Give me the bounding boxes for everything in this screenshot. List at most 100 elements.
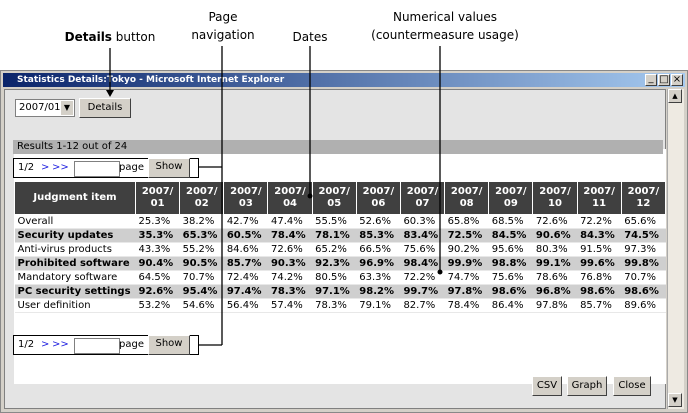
value-cell: 79.1% [356, 298, 401, 313]
title-bar: Statistics Details:Tokyo - Microsoft Int… [3, 73, 685, 87]
value-cell: 78.4% [444, 298, 489, 313]
close-window[interactable]: × [671, 74, 683, 86]
month-header: 2007/08 [444, 181, 490, 215]
page-nav-annotation: Page navigation [191, 10, 255, 42]
value-cell: 47.4% [267, 214, 313, 229]
table-row: User definition 53.2% 54.6% 56.4% 57.4% 78.3%… [14, 298, 666, 313]
value-cell: 78.6% [532, 270, 578, 285]
value-cell: 78.1% [312, 228, 357, 243]
value-cell: 92.3% [312, 256, 357, 271]
value-cell: 43.3% [135, 242, 180, 257]
month-header: 2007/05 [311, 181, 357, 215]
footer-button[interactable]: CSV [532, 376, 562, 396]
value-cell: 65.6% [621, 214, 666, 229]
minimize[interactable]: _ [645, 74, 657, 86]
month-number: 01 [150, 198, 165, 209]
annotation-bold: Details [64, 30, 112, 44]
value-cell: 70.7% [621, 270, 666, 285]
value-cell: 53.2% [135, 298, 180, 313]
value-cell: 74.2% [267, 270, 313, 285]
details-annotation: Details button [55, 28, 165, 46]
value-cell: 72.2% [577, 214, 622, 229]
page-info: 1/2 [18, 162, 35, 173]
value-cell: 52.6% [356, 214, 401, 229]
month-year: 2007/ [230, 186, 262, 197]
next-link[interactable]: > [41, 339, 50, 350]
month-year: 2007/ [583, 186, 615, 197]
value-cell: 60.3% [400, 214, 445, 229]
page-input[interactable] [74, 161, 120, 177]
item-cell: Prohibited software [14, 256, 136, 271]
value-cell: 75.6% [400, 242, 445, 257]
table: Judgment item 2007/01 2007/02 2007/03 2007/0… [14, 181, 667, 313]
maximize[interactable]: □ [658, 74, 670, 86]
value-cell: 78.4% [267, 228, 313, 243]
last-link[interactable]: >> [52, 162, 69, 173]
value-cell: 90.2% [444, 242, 489, 257]
value-cell: 98.6% [488, 284, 533, 299]
value-cell: 38.2% [179, 214, 224, 229]
value-cell: 80.5% [312, 270, 357, 285]
value-cell: 99.6% [577, 256, 622, 271]
month-header: 2007/01 [134, 181, 181, 215]
value-cell: 76.8% [577, 270, 622, 285]
show-button[interactable]: Show [148, 335, 190, 355]
value-cell: 98.6% [621, 284, 666, 299]
month-number: 04 [283, 198, 297, 209]
value-cell: 78.3% [312, 298, 357, 313]
month-header: 2007/10 [532, 181, 578, 215]
month-number: 08 [459, 198, 474, 209]
value-cell: 64.5% [135, 270, 180, 285]
value-cell: 83.4% [400, 228, 445, 243]
value-cell: 66.5% [356, 242, 401, 257]
value-cell: 72.6% [532, 214, 578, 229]
value-cell: 70.7% [179, 270, 224, 285]
value-cell: 90.5% [179, 256, 224, 271]
month-select[interactable]: 2007/01 ▼ [15, 99, 75, 117]
month-year: 2007/ [362, 186, 395, 197]
value-cell: 85.7% [223, 256, 268, 271]
month-number: 05 [327, 198, 342, 209]
pagination: 1/2 > >> page Show [13, 335, 199, 355]
value-cell: 84.3% [577, 228, 622, 243]
annotation-text: button [111, 30, 156, 44]
value-cell: 95.6% [488, 242, 533, 257]
footer-button[interactable]: Graph [567, 376, 607, 396]
value-cell: 57.4% [267, 298, 313, 313]
value-cell: 95.4% [179, 284, 224, 299]
month-number: 11 [592, 198, 607, 209]
value-cell: 65.3% [179, 228, 224, 243]
table-row: PC security settings 92.6% 95.4% 97.4% 78.3%… [14, 284, 666, 299]
month-header: 2007/11 [576, 181, 622, 215]
page-input[interactable] [74, 338, 120, 354]
value-cell: 99.8% [621, 256, 666, 271]
month-number: 06 [371, 198, 386, 209]
details-button[interactable]: Details [79, 98, 131, 118]
show-button[interactable]: Show [148, 158, 190, 178]
footer-button[interactable]: Close [613, 376, 651, 396]
next-link[interactable]: > [41, 162, 50, 173]
month-year: 2007/ [539, 186, 571, 197]
last-link[interactable]: >> [52, 339, 69, 350]
table-row: Mandatory software 64.5% 70.7% 72.4% 74.2% 80… [14, 270, 666, 285]
month-header: 2007/09 [488, 181, 534, 215]
value-cell: 97.4% [223, 284, 268, 299]
item-cell: Security updates [14, 228, 136, 243]
value-cell: 97.8% [532, 298, 578, 313]
month-number: 03 [238, 198, 253, 209]
month-year: 2007/ [627, 186, 660, 197]
value-cell: 55.2% [179, 242, 224, 257]
value-cell: 98.8% [488, 256, 533, 271]
item-cell: Anti-virus products [14, 242, 136, 257]
results-bar: Results 1-12 out of 24 [13, 140, 663, 154]
value-cell: 82.7% [400, 298, 445, 313]
value-cell: 74.7% [444, 270, 489, 285]
value-cell: 84.5% [488, 228, 533, 243]
month-header: 2007/06 [355, 181, 401, 215]
value-cell: 72.6% [267, 242, 313, 257]
dates-annotation: Dates [292, 30, 328, 44]
value-cell: 85.3% [356, 228, 401, 243]
table-row: Anti-virus products 43.3% 55.2% 84.6% 72.6% 6… [14, 242, 666, 257]
value-cell: 84.6% [223, 242, 268, 257]
